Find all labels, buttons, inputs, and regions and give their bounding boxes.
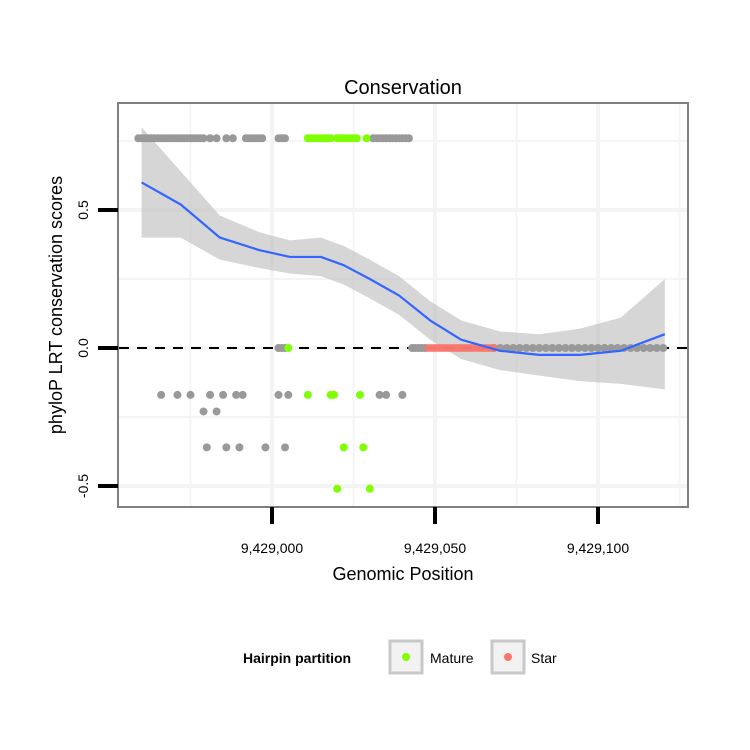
point-other	[212, 407, 221, 416]
point-other	[375, 390, 384, 399]
point-other	[600, 344, 609, 352]
chart-title: Conservation	[344, 77, 462, 99]
point-other	[502, 344, 511, 352]
point-other	[202, 443, 211, 452]
point-other	[238, 390, 247, 399]
point-mature	[352, 134, 361, 143]
point-other	[652, 344, 661, 352]
point-other	[580, 344, 589, 352]
point-other	[515, 344, 524, 352]
legend-label-star: Star	[531, 650, 557, 666]
point-mature	[359, 443, 368, 452]
point-mature	[365, 484, 374, 493]
point-other	[157, 390, 166, 399]
point-other	[274, 390, 283, 399]
y-tick-label: -0.5	[75, 474, 91, 498]
point-mature	[333, 484, 342, 493]
legend-key-mature	[388, 639, 424, 675]
point-other	[222, 134, 231, 143]
point-mature	[362, 134, 371, 143]
point-mature	[356, 390, 365, 399]
point-other	[219, 390, 228, 399]
x-axis-label: Genomic Position	[332, 564, 473, 584]
x-tick-label: 9,429,100	[567, 540, 629, 556]
point-other	[281, 443, 290, 452]
point-other	[258, 134, 267, 143]
point-other	[554, 344, 563, 352]
point-other	[509, 344, 518, 352]
point-other	[567, 344, 576, 352]
point-other	[561, 344, 570, 352]
point-other	[522, 344, 531, 352]
point-other	[261, 443, 270, 452]
point-other	[382, 390, 391, 399]
legend-label-mature: Mature	[430, 650, 474, 666]
legend-dot-mature	[402, 653, 410, 661]
point-other	[284, 390, 293, 399]
point-other	[607, 344, 616, 352]
point-other	[199, 407, 208, 416]
x-tick-label: 9,429,050	[404, 540, 466, 556]
point-other	[574, 344, 583, 352]
legend: Hairpin partition Mature Star	[243, 639, 557, 675]
y-axis-label: phyloP LRT conservation scores	[46, 176, 66, 434]
point-other	[639, 344, 648, 352]
confidence-band	[141, 127, 665, 390]
point-other	[206, 134, 215, 143]
x-tick-label: 9,429,000	[241, 540, 303, 556]
point-other	[535, 344, 544, 352]
point-other	[173, 390, 182, 399]
point-other	[404, 134, 413, 143]
smooth-line	[141, 181, 666, 356]
point-other	[232, 390, 241, 399]
point-other	[528, 344, 537, 352]
point-other	[541, 344, 550, 352]
point-other	[235, 443, 244, 452]
point-other	[212, 134, 221, 143]
point-other	[594, 344, 602, 352]
point-other	[228, 134, 237, 143]
point-other	[587, 344, 596, 352]
point-mature	[284, 344, 293, 352]
y-tick-label: 0.5	[75, 200, 91, 220]
point-other	[659, 344, 668, 352]
point-other	[206, 390, 215, 399]
legend-dot-star	[504, 653, 512, 661]
point-mature	[326, 134, 335, 143]
point-other	[398, 390, 407, 399]
point-mature	[329, 390, 338, 399]
point-mature	[339, 443, 348, 452]
y-tick-label: 0.0	[75, 338, 91, 358]
point-other	[281, 134, 290, 143]
legend-title: Hairpin partition	[243, 650, 351, 666]
point-other	[222, 443, 231, 452]
point-other	[646, 344, 655, 352]
point-other	[548, 344, 557, 352]
point-other	[199, 134, 208, 143]
point-mature	[303, 390, 312, 399]
point-other	[186, 390, 195, 399]
